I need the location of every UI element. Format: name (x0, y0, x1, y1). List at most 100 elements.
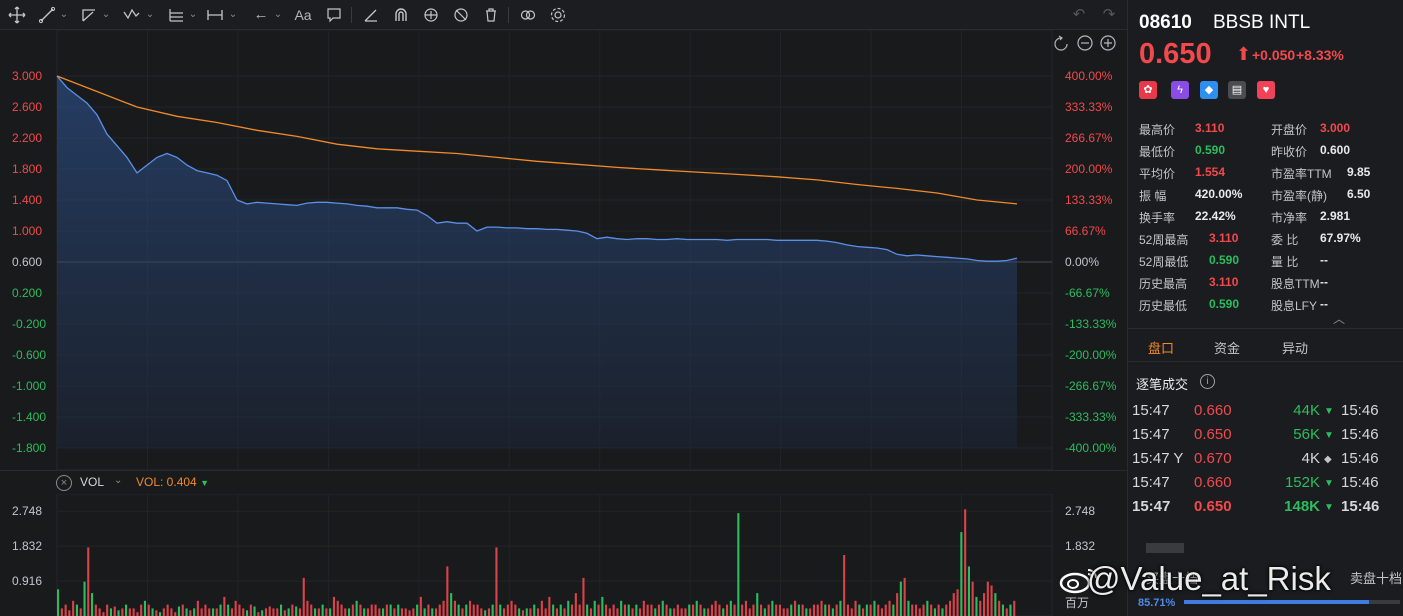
magnet-icon[interactable] (390, 4, 412, 26)
volume-bar (193, 608, 196, 616)
volume-bar (461, 608, 464, 616)
volume-bar (896, 593, 899, 616)
tag-icon[interactable]: ◆ (1200, 81, 1218, 99)
volume-bar (975, 596, 978, 616)
chevron-up-icon[interactable]: ︿ (1333, 312, 1346, 326)
volume-bar (888, 600, 891, 616)
volume-bar (756, 593, 759, 616)
volume-bar (487, 608, 490, 616)
trade-price: 0.660 (1194, 474, 1232, 491)
volume-bars (57, 509, 1016, 616)
chevron-down-icon[interactable]: ⌄ (188, 9, 198, 20)
volume-bar (442, 600, 445, 616)
fib-icon[interactable] (165, 4, 187, 26)
volume-bar (102, 612, 105, 616)
settings-icon[interactable] (547, 4, 569, 26)
volume-bar (631, 608, 634, 616)
trade-row[interactable]: 15:47 0.650 56K ▼ 15:46 (1128, 423, 1403, 447)
right-tick-label: 0.00% (1065, 255, 1099, 269)
eye-lock-icon[interactable] (420, 4, 442, 26)
volume-bar (72, 600, 75, 616)
stat-value: -- (1320, 253, 1328, 267)
chevron-down-icon[interactable]: ⌄ (101, 9, 111, 20)
redo-icon[interactable]: ↷ (1102, 6, 1116, 23)
volume-bar (450, 593, 453, 616)
trade-row[interactable]: 15:47 0.660 152K ▼ 15:46 (1128, 471, 1403, 495)
volume-bar (998, 600, 1001, 616)
ruler-icon[interactable] (360, 4, 382, 26)
hk-flag-icon[interactable]: ✿ (1139, 81, 1157, 99)
volume-bar (317, 608, 320, 616)
volume-bar (831, 608, 834, 616)
stat-label: 昨收价 (1271, 145, 1308, 159)
note-icon[interactable]: ▤ (1228, 81, 1246, 99)
close-icon[interactable]: × (56, 475, 72, 491)
reset-icon[interactable] (1054, 35, 1068, 51)
volume-bar (846, 604, 849, 616)
ask-tiers-label[interactable]: 卖盘十档 (1350, 571, 1403, 586)
trade-row[interactable]: 15:47 0.650 148K ▼ 15:46 (1128, 495, 1403, 519)
trade-price: 0.660 (1194, 402, 1232, 419)
stat-value: 6.50 (1347, 187, 1371, 201)
volume-bar (956, 589, 959, 616)
link-icon[interactable] (517, 4, 539, 26)
measure-icon[interactable] (204, 4, 226, 26)
trade-timestamp: 15:46 (1341, 426, 1379, 443)
volume-bar (518, 608, 521, 616)
heart-icon[interactable]: ♥ (1257, 81, 1275, 99)
text-icon[interactable]: Aa (294, 7, 312, 23)
volume-bar (941, 608, 944, 616)
info-icon[interactable]: i (1200, 374, 1215, 389)
volume-right-tick: 1.832 (1065, 539, 1095, 553)
volume-bar (676, 604, 679, 616)
zoom-out-icon[interactable] (1077, 35, 1093, 51)
stat-value: 0.600 (1320, 143, 1351, 157)
stat-label: 股息TTM (1271, 277, 1320, 291)
volume-bar (835, 604, 838, 616)
left-axis: 3.000 2.600 2.200 1.800 1.400 1.000 0.600 0.200… (12, 69, 46, 455)
tab-order-book[interactable]: 盘口 (1148, 341, 1175, 356)
hide-icon[interactable] (450, 4, 472, 26)
tab-movements[interactable]: 异动 (1282, 341, 1309, 356)
average-line (56, 75, 1018, 205)
volume-left-tick: 2.748 (12, 504, 42, 518)
trade-row[interactable]: 15:47 0.660 44K ▼ 15:46 (1128, 399, 1403, 423)
volume-bar (790, 604, 793, 616)
volume-bar (238, 604, 241, 616)
triangle-down-icon: ▼ (1324, 430, 1334, 441)
trend-tool-icon[interactable] (78, 4, 100, 26)
toolbar-divider (508, 7, 509, 23)
chevron-down-icon[interactable]: ⌄ (145, 9, 155, 20)
volume-chart[interactable]: 2.748 1.832 0.916 2.748 1.832 百万 (0, 494, 1127, 616)
undo-icon[interactable]: ↶ (1072, 6, 1086, 23)
tab-capital[interactable]: 资金 (1214, 341, 1241, 356)
volume-bar (310, 604, 313, 616)
volume-bar (673, 608, 676, 616)
zoom-in-icon[interactable] (1100, 35, 1116, 51)
trash-icon[interactable] (480, 4, 502, 26)
chevron-down-icon[interactable]: ⌄ (114, 475, 123, 486)
chevron-down-icon[interactable]: ⌄ (273, 9, 283, 20)
volume-bar (159, 612, 162, 616)
volume-bar (521, 610, 524, 616)
crosshair-icon[interactable] (6, 4, 28, 26)
volume-bar (812, 604, 815, 616)
volume-bar (136, 612, 139, 616)
volume-bar (737, 513, 740, 616)
arrow-left-icon[interactable]: ← (253, 6, 269, 23)
volume-bar (695, 600, 698, 616)
line-icon[interactable] (36, 4, 58, 26)
stat-value: 22.42% (1195, 209, 1236, 223)
chevron-down-icon[interactable]: ⌄ (228, 9, 238, 20)
comment-icon[interactable] (323, 4, 345, 26)
chevron-down-icon[interactable]: ⌄ (59, 9, 69, 20)
bid-tiers-label[interactable]: 买盘十档 (1146, 571, 1199, 586)
volume-left-tick: 1.832 (12, 539, 42, 553)
volume-bar (692, 604, 695, 616)
trade-row[interactable]: 15:47 Y 0.670 4K ◆ 15:46 (1128, 447, 1403, 471)
volume-bar (990, 585, 993, 616)
lightning-icon[interactable]: ϟ (1171, 81, 1189, 99)
vol-indicator-label[interactable]: VOL (80, 475, 105, 489)
intraday-price-chart[interactable]: 3.000 2.600 2.200 1.800 1.400 1.000 0.600 0.200… (0, 30, 1127, 470)
pattern-icon[interactable] (120, 4, 142, 26)
